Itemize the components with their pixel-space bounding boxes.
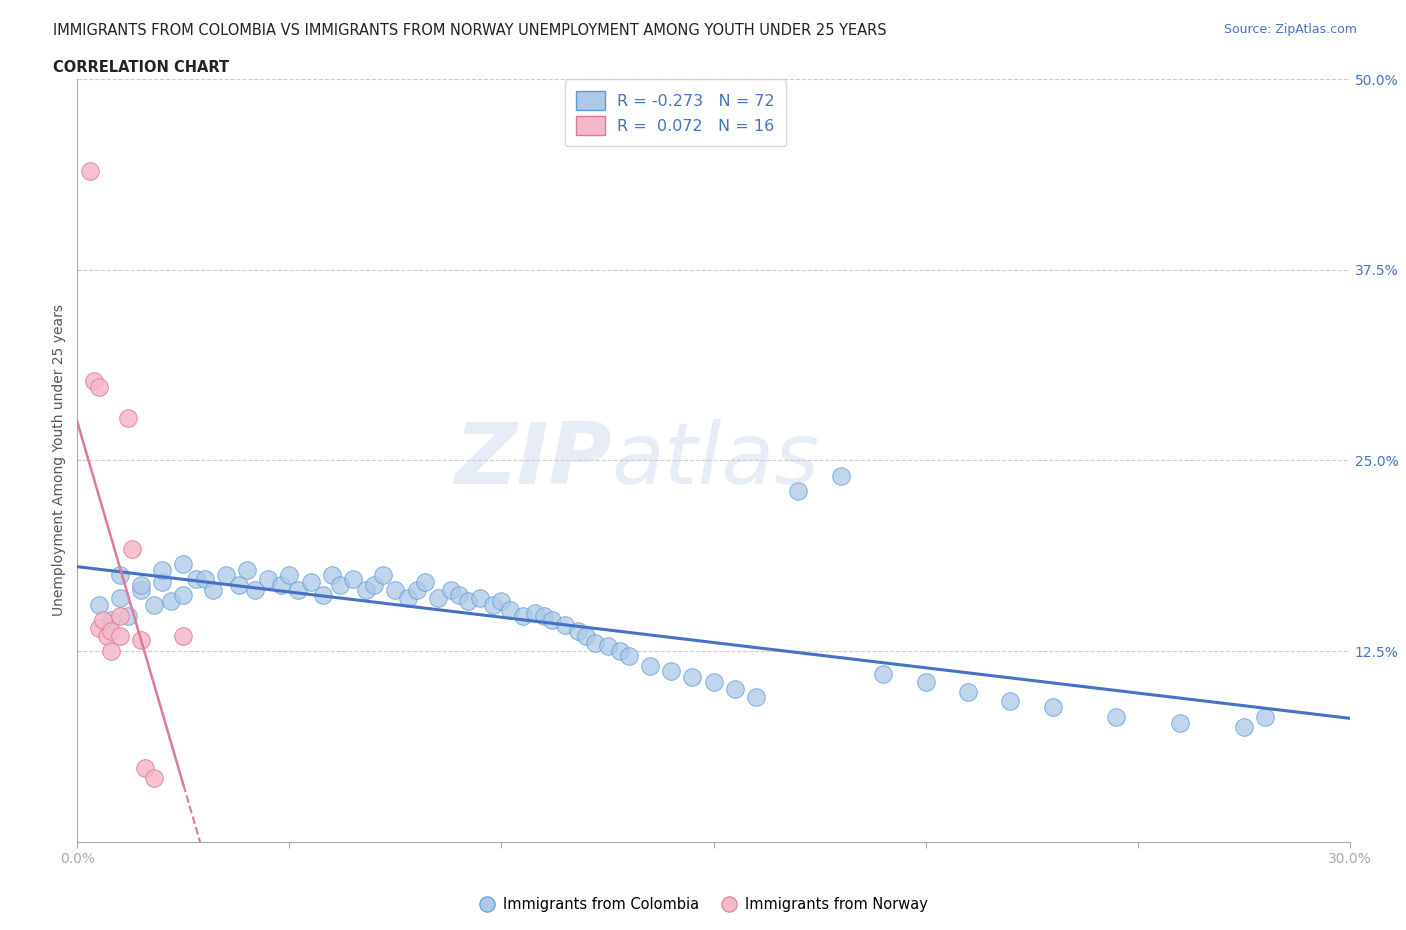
Point <box>100 644 122 658</box>
Point <box>638 658 661 673</box>
Point <box>202 582 225 597</box>
Text: ZIP: ZIP <box>454 418 612 502</box>
Point <box>363 578 385 592</box>
Point <box>596 639 619 654</box>
Point <box>79 163 101 178</box>
Point <box>129 582 152 597</box>
Point <box>96 629 118 644</box>
Point <box>583 636 606 651</box>
Point <box>609 644 631 658</box>
Point <box>342 572 364 587</box>
Point <box>194 572 217 587</box>
Text: CORRELATION CHART: CORRELATION CHART <box>53 60 229 75</box>
Point <box>1000 694 1022 709</box>
Point <box>787 484 810 498</box>
Point <box>413 575 436 590</box>
Point <box>87 620 110 635</box>
Point <box>1105 710 1128 724</box>
Point <box>100 624 122 639</box>
Point <box>87 598 110 613</box>
Point <box>215 567 238 582</box>
Point <box>830 468 852 483</box>
Point <box>426 591 449 605</box>
Point <box>872 667 894 682</box>
Point <box>245 582 267 597</box>
Point <box>541 613 564 628</box>
Point <box>299 575 322 590</box>
Point <box>228 578 250 592</box>
Point <box>396 591 419 605</box>
Point <box>134 761 156 776</box>
Point <box>354 582 377 597</box>
Point <box>1042 700 1064 715</box>
Point <box>287 582 309 597</box>
Point <box>172 629 194 644</box>
Point <box>108 608 131 623</box>
Point <box>384 582 406 597</box>
Point <box>524 605 547 620</box>
Point <box>1168 715 1191 730</box>
Point <box>150 575 173 590</box>
Point <box>150 563 173 578</box>
Y-axis label: Unemployment Among Youth under 25 years: Unemployment Among Youth under 25 years <box>52 304 66 617</box>
Point <box>184 572 207 587</box>
Legend: R = -0.273   N = 72, R =  0.072   N = 16: R = -0.273 N = 72, R = 0.072 N = 16 <box>565 79 786 146</box>
Point <box>121 541 143 556</box>
Point <box>312 587 335 602</box>
Point <box>681 670 703 684</box>
Point <box>554 618 576 632</box>
Point <box>117 410 139 425</box>
Point <box>172 557 194 572</box>
Point <box>724 682 747 697</box>
Point <box>491 593 513 608</box>
Point <box>91 613 114 628</box>
Point <box>533 608 555 623</box>
Point <box>659 663 682 678</box>
Point <box>108 629 131 644</box>
Point <box>129 578 152 592</box>
Point <box>703 674 725 689</box>
Point <box>957 684 980 699</box>
Point <box>470 591 492 605</box>
Point <box>83 374 105 389</box>
Point <box>329 578 352 592</box>
Point <box>129 633 152 648</box>
Point <box>142 770 165 785</box>
Point <box>236 563 259 578</box>
Point <box>512 608 534 623</box>
Point <box>278 567 301 582</box>
Point <box>117 608 139 623</box>
Point <box>87 379 110 394</box>
Point <box>321 567 343 582</box>
Text: IMMIGRANTS FROM COLOMBIA VS IMMIGRANTS FROM NORWAY UNEMPLOYMENT AMONG YOUTH UNDE: IMMIGRANTS FROM COLOMBIA VS IMMIGRANTS F… <box>53 23 887 38</box>
Point <box>172 587 194 602</box>
Point <box>575 629 598 644</box>
Point <box>405 582 427 597</box>
Point <box>914 674 936 689</box>
Text: atlas: atlas <box>612 418 820 502</box>
Point <box>108 591 131 605</box>
Point <box>617 648 640 663</box>
Point <box>100 613 122 628</box>
Point <box>270 578 292 592</box>
Point <box>745 689 768 704</box>
Point <box>159 593 181 608</box>
Point <box>1233 720 1256 735</box>
Point <box>457 593 479 608</box>
Point <box>499 603 522 618</box>
Point <box>482 598 505 613</box>
Point <box>439 582 461 597</box>
Point <box>371 567 394 582</box>
Point <box>108 567 131 582</box>
Legend: Immigrants from Colombia, Immigrants from Norway: Immigrants from Colombia, Immigrants fro… <box>472 891 934 918</box>
Point <box>567 624 589 639</box>
Point <box>449 587 471 602</box>
Text: Source: ZipAtlas.com: Source: ZipAtlas.com <box>1223 23 1357 36</box>
Point <box>142 598 165 613</box>
Point <box>1254 710 1277 724</box>
Point <box>257 572 280 587</box>
